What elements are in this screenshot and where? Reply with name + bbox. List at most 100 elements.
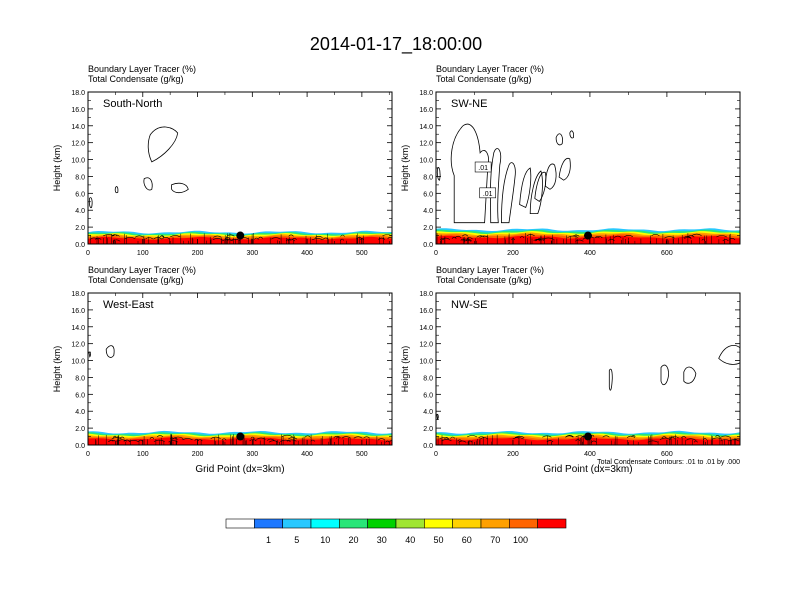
colorbar-swatch xyxy=(395,518,425,529)
contour-label-box xyxy=(479,187,496,199)
y-tick-label: 14.0 xyxy=(71,325,85,332)
colorbar-swatch xyxy=(339,518,368,529)
colorbar-swatch xyxy=(282,518,312,529)
y-tick-label: 0.0 xyxy=(75,443,85,450)
contour-label-box xyxy=(474,161,492,173)
panel-header-line2: Total Condensate (g/kg) xyxy=(88,275,184,285)
y-tick-label: 10.0 xyxy=(419,158,433,165)
condensate-contour xyxy=(490,148,501,224)
x-tick-label: 0 xyxy=(86,250,90,257)
condensate-contour xyxy=(529,170,543,214)
colorbar-label: 40 xyxy=(405,535,415,545)
condensate-contour xyxy=(608,368,613,391)
x-tick-label: 200 xyxy=(192,250,204,257)
y-axis-label: Height (km) xyxy=(400,145,410,192)
y-tick-label: 12.0 xyxy=(71,141,85,148)
colorbar-swatch xyxy=(225,518,255,529)
condensate-contour xyxy=(544,163,557,190)
panel-frame xyxy=(87,292,393,446)
x-tick-label: 600 xyxy=(661,451,673,458)
panel-title: NW-SE xyxy=(451,299,487,311)
y-tick-label: 18.0 xyxy=(419,90,433,97)
y-tick-label: 14.0 xyxy=(71,124,85,131)
condensate-contour xyxy=(683,366,697,384)
colorbar-label: 30 xyxy=(377,535,387,545)
colorbar-label: 10 xyxy=(320,535,330,545)
condensate-contour xyxy=(436,413,439,421)
y-axis-label: Height (km) xyxy=(52,346,62,393)
location-marker xyxy=(236,231,245,240)
x-tick-label: 600 xyxy=(661,250,673,257)
y-tick-label: 14.0 xyxy=(419,325,433,332)
x-tick-label: 300 xyxy=(246,250,258,257)
y-tick-label: 0.0 xyxy=(423,242,433,249)
y-tick-label: 12.0 xyxy=(71,342,85,349)
y-tick-label: 16.0 xyxy=(71,308,85,315)
y-tick-label: 10.0 xyxy=(419,359,433,366)
y-tick-label: 10.0 xyxy=(71,158,85,165)
x-tick-label: 300 xyxy=(246,451,258,458)
y-tick-label: 0.0 xyxy=(423,443,433,450)
y-tick-label: 16.0 xyxy=(71,107,85,114)
condensate-contour xyxy=(88,197,93,209)
contour-note: Total Condensate Contours: .01 to .01 by… xyxy=(597,459,740,466)
colorbar-label: 20 xyxy=(348,535,358,545)
condensate-contour xyxy=(569,130,574,139)
y-tick-label: 4.0 xyxy=(423,409,433,416)
colorbar-swatch xyxy=(254,518,283,529)
location-marker xyxy=(584,432,592,441)
colorbar-swatch xyxy=(509,518,538,529)
tracer-band xyxy=(436,235,740,244)
x-tick-label: 200 xyxy=(507,451,519,458)
contour-label: .01 xyxy=(483,191,493,198)
colorbar-swatch xyxy=(480,518,510,529)
condensate-contour xyxy=(171,182,189,194)
panel-header-line1: Boundary Layer Tracer (%) xyxy=(88,265,196,275)
y-tick-label: 6.0 xyxy=(423,392,433,399)
condensate-contour xyxy=(534,171,547,202)
x-axis-label: Grid Point (dx=3km) xyxy=(543,464,632,475)
x-tick-label: 400 xyxy=(301,250,313,257)
panel-title: South-North xyxy=(103,98,162,110)
colorbar-label: 1 xyxy=(266,535,271,545)
y-tick-label: 4.0 xyxy=(423,208,433,215)
panel-header-line2: Total Condensate (g/kg) xyxy=(88,74,184,84)
figure-title: 2014-01-17_18:00:00 xyxy=(310,34,482,55)
y-axis-label: Height (km) xyxy=(400,346,410,393)
surface-contours xyxy=(439,233,736,242)
surface-contour-ticks xyxy=(95,434,385,445)
panel-header-line1: Boundary Layer Tracer (%) xyxy=(436,64,544,74)
condensate-contour xyxy=(105,345,115,358)
y-axis-label: Height (km) xyxy=(52,145,62,192)
y-tick-label: 10.0 xyxy=(71,359,85,366)
colorbar-swatch xyxy=(424,518,453,529)
panel-west-east: Boundary Layer Tracer (%)Total Condensat… xyxy=(52,265,393,475)
y-tick-label: 8.0 xyxy=(423,375,433,382)
x-tick-label: 500 xyxy=(356,451,368,458)
panel-frame xyxy=(87,91,393,245)
surface-contour-ticks xyxy=(90,233,384,244)
colorbar-label: 70 xyxy=(490,535,500,545)
surface-contour-ticks xyxy=(437,434,736,445)
x-tick-label: 500 xyxy=(356,250,368,257)
y-tick-label: 18.0 xyxy=(71,291,85,298)
colorbar-label: 60 xyxy=(462,535,472,545)
condensate-contour xyxy=(519,167,532,209)
x-tick-label: 200 xyxy=(192,451,204,458)
panel-title: West-East xyxy=(103,299,154,311)
y-tick-label: 4.0 xyxy=(75,208,85,215)
panel-nw-se: Boundary Layer Tracer (%)Total Condensat… xyxy=(400,265,741,475)
y-tick-label: 6.0 xyxy=(75,191,85,198)
colorbar-label: 50 xyxy=(433,535,443,545)
y-tick-label: 2.0 xyxy=(75,426,85,433)
x-tick-label: 0 xyxy=(434,250,438,257)
x-tick-label: 400 xyxy=(584,451,596,458)
condensate-contour xyxy=(88,351,91,358)
condensate-contour xyxy=(500,162,516,224)
colorbar-swatch xyxy=(367,518,397,529)
colorbar-label: 100 xyxy=(513,535,528,545)
plot-area xyxy=(88,126,392,244)
y-tick-label: 6.0 xyxy=(75,392,85,399)
y-tick-label: 6.0 xyxy=(423,191,433,198)
